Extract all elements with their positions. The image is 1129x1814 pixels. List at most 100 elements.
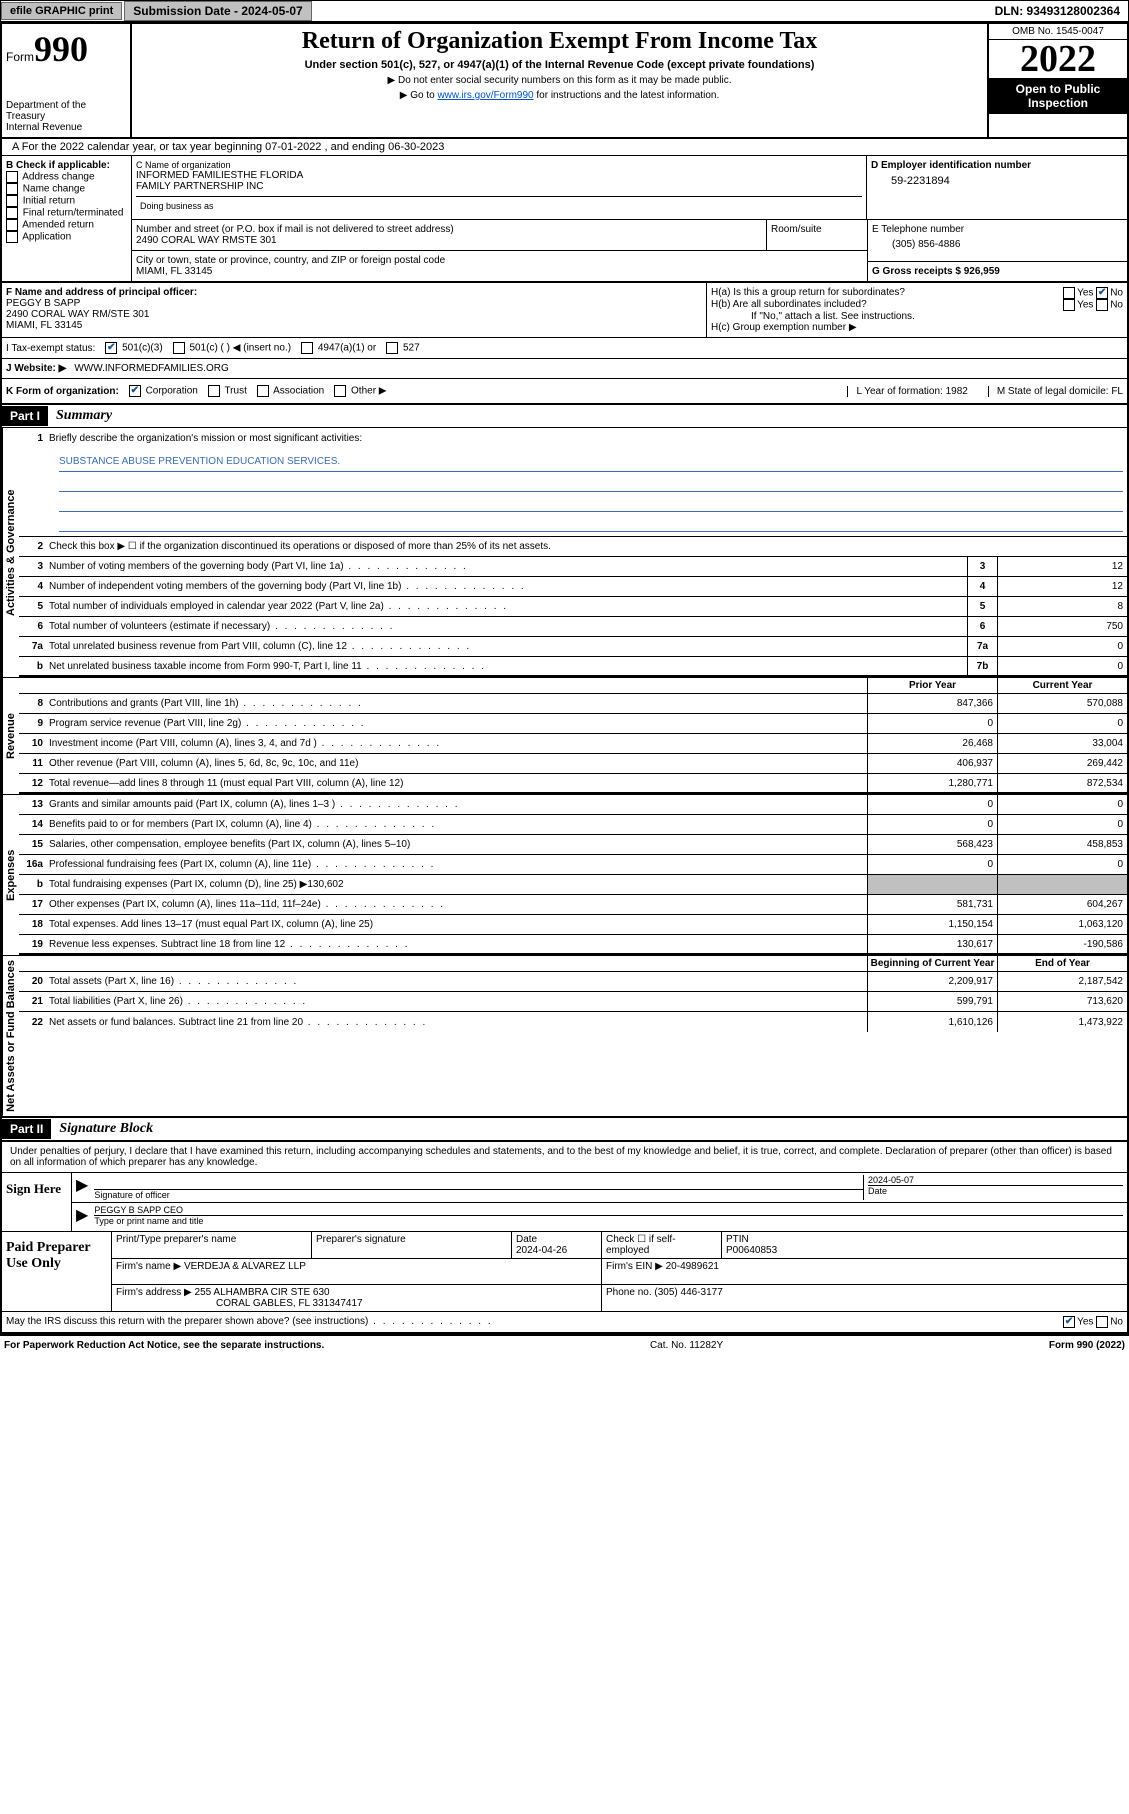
line-8-c: 570,088 bbox=[997, 694, 1127, 713]
org-name-1: INFORMED FAMILIESTHE FLORIDA bbox=[136, 170, 862, 181]
website-label: J Website: ▶ bbox=[6, 363, 66, 374]
section-d: D Employer identification number 59-2231… bbox=[867, 156, 1127, 219]
line-2-num: 2 bbox=[19, 541, 49, 552]
prep-sig-label: Preparer's signature bbox=[312, 1232, 512, 1258]
line-4-val: 12 bbox=[997, 577, 1127, 596]
prep-name-label: Print/Type preparer's name bbox=[112, 1232, 312, 1258]
sig-name-label: Type or print name and title bbox=[94, 1215, 1123, 1226]
sign-here-label: Sign Here bbox=[2, 1173, 72, 1231]
line-15-txt: Salaries, other compensation, employee b… bbox=[49, 837, 867, 852]
prep-date: 2024-04-26 bbox=[516, 1245, 567, 1256]
firm-addr2: CORAL GABLES, FL 331347417 bbox=[116, 1298, 363, 1309]
line-21-c: 713,620 bbox=[997, 992, 1127, 1011]
section-b: B Check if applicable: Address change Na… bbox=[2, 156, 132, 281]
firm-addr1: 255 ALHAMBRA CIR STE 630 bbox=[195, 1287, 330, 1298]
form-header: Form990 Department of the Treasury Inter… bbox=[2, 24, 1127, 139]
line-1-num: 1 bbox=[19, 433, 49, 444]
sig-date: 2024-05-07 bbox=[868, 1175, 1123, 1185]
tax-year: 2022 bbox=[989, 40, 1127, 78]
dln-label: DLN: 93493128002364 bbox=[987, 2, 1128, 20]
check-name-change[interactable]: Name change bbox=[6, 183, 127, 195]
hb-label: H(b) Are all subordinates included? bbox=[711, 299, 867, 311]
street-value: 2490 CORAL WAY RMSTE 301 bbox=[136, 235, 762, 246]
side-governance: Activities & Governance bbox=[2, 428, 19, 677]
firm-name-label: Firm's name ▶ bbox=[116, 1261, 181, 1272]
mission-block: SUBSTANCE ABUSE PREVENTION EDUCATION SER… bbox=[19, 448, 1127, 537]
line-1-txt: Briefly describe the organization's miss… bbox=[49, 431, 1127, 446]
check-amended[interactable]: Amended return bbox=[6, 219, 127, 231]
prep-date-label: Date bbox=[516, 1234, 537, 1245]
tax-year-row: A For the 2022 calendar year, or tax yea… bbox=[2, 139, 1127, 156]
hb-yes-no[interactable]: Yes No bbox=[1063, 299, 1123, 311]
gross-receipts-label: G Gross receipts $ 926,959 bbox=[872, 266, 1123, 277]
city-label: City or town, state or province, country… bbox=[136, 255, 863, 266]
org-name-2: FAMILY PARTNERSHIP INC bbox=[136, 181, 862, 192]
line-15-c: 458,853 bbox=[997, 835, 1127, 854]
501c-check[interactable]: 501(c) ( ) ◀ (insert no.) bbox=[173, 342, 291, 354]
line-12-txt: Total revenue—add lines 8 through 11 (mu… bbox=[49, 776, 867, 791]
check-application[interactable]: Application bbox=[6, 231, 127, 243]
dba-label: Doing business as bbox=[140, 201, 858, 211]
firm-addr-label: Firm's address ▶ bbox=[116, 1287, 192, 1298]
website-value: WWW.INFORMEDFAMILIES.ORG bbox=[74, 363, 228, 374]
line-7a-val: 0 bbox=[997, 637, 1127, 656]
phone-value: (305) 856-4886 bbox=[872, 239, 1123, 250]
line-12-c: 872,534 bbox=[997, 774, 1127, 792]
irs-link[interactable]: www.irs.gov/Form990 bbox=[437, 90, 533, 101]
firm-phone-label: Phone no. bbox=[606, 1287, 652, 1298]
form-prefix: Form bbox=[6, 50, 34, 64]
line-21-p: 599,791 bbox=[867, 992, 997, 1011]
form-990-num: 990 bbox=[34, 29, 88, 69]
line-11-txt: Other revenue (Part VIII, column (A), li… bbox=[49, 756, 867, 771]
assoc-check[interactable]: Association bbox=[257, 385, 324, 397]
line-17-c: 604,267 bbox=[997, 895, 1127, 914]
check-initial-return[interactable]: Initial return bbox=[6, 195, 127, 207]
discuss-yes-no[interactable]: Yes No bbox=[1063, 1316, 1123, 1328]
other-check[interactable]: Other ▶ bbox=[334, 385, 386, 397]
form-title: Return of Organization Exempt From Incom… bbox=[136, 28, 983, 55]
phone-block: E Telephone number (305) 856-4886 bbox=[868, 220, 1127, 262]
line-9-c: 0 bbox=[997, 714, 1127, 733]
line-14-c: 0 bbox=[997, 815, 1127, 834]
firm-ein-label: Firm's EIN ▶ bbox=[606, 1261, 663, 1272]
section-b-title: B Check if applicable: bbox=[6, 160, 127, 171]
line-13-c: 0 bbox=[997, 795, 1127, 814]
org-name-label: C Name of organization bbox=[136, 160, 862, 170]
line-20-p: 2,209,917 bbox=[867, 972, 997, 991]
line-21-txt: Total liabilities (Part X, line 26) bbox=[49, 994, 867, 1009]
ha-label: H(a) Is this a group return for subordin… bbox=[711, 287, 905, 299]
line-4-cell: 4 bbox=[967, 577, 997, 596]
line-6-txt: Total number of volunteers (estimate if … bbox=[49, 619, 967, 634]
side-netassets: Net Assets or Fund Balances bbox=[2, 956, 19, 1116]
efile-print-button[interactable]: efile GRAPHIC print bbox=[1, 2, 122, 20]
4947-check[interactable]: 4947(a)(1) or bbox=[301, 342, 376, 354]
527-check[interactable]: 527 bbox=[386, 342, 419, 354]
prep-check[interactable]: Check ☐ if self-employed bbox=[602, 1232, 722, 1258]
line-18-p: 1,150,154 bbox=[867, 915, 997, 934]
paid-preparer-label: Paid Preparer Use Only bbox=[2, 1232, 112, 1311]
line-16a-c: 0 bbox=[997, 855, 1127, 874]
trust-check[interactable]: Trust bbox=[208, 385, 247, 397]
line-16b-txt: Total fundraising expenses (Part IX, col… bbox=[49, 877, 867, 892]
line-14-txt: Benefits paid to or for members (Part IX… bbox=[49, 817, 867, 832]
officer-addr1: 2490 CORAL WAY RM/STE 301 bbox=[6, 309, 702, 320]
no-ssn-note: ▶ Do not enter social security numbers o… bbox=[136, 75, 983, 86]
part2-header: Part II Signature Block bbox=[2, 1116, 1127, 1140]
line-14-p: 0 bbox=[867, 815, 997, 834]
check-final-return[interactable]: Final return/terminated bbox=[6, 207, 127, 219]
street-label: Number and street (or P.O. box if mail i… bbox=[136, 224, 762, 235]
check-address-change[interactable]: Address change bbox=[6, 171, 127, 183]
hdr-end: End of Year bbox=[997, 956, 1127, 971]
row-k: K Form of organization: Corporation Trus… bbox=[2, 379, 1127, 405]
firm-name: VERDEJA & ALVAREZ LLP bbox=[184, 1261, 306, 1272]
row-i: I Tax-exempt status: 501(c)(3) 501(c) ( … bbox=[2, 338, 1127, 359]
line-19-c: -190,586 bbox=[997, 935, 1127, 953]
ha-yes-no[interactable]: Yes No bbox=[1063, 287, 1123, 299]
hdr-prior: Prior Year bbox=[867, 678, 997, 693]
line-12-p: 1,280,771 bbox=[867, 774, 997, 792]
corp-check[interactable]: Corporation bbox=[129, 385, 198, 397]
discuss-text: May the IRS discuss this return with the… bbox=[6, 1316, 493, 1327]
501c3-check[interactable]: 501(c)(3) bbox=[105, 342, 162, 354]
inspection-badge: Open to Public Inspection bbox=[989, 78, 1127, 114]
part2-title: Signature Block bbox=[51, 1118, 161, 1140]
